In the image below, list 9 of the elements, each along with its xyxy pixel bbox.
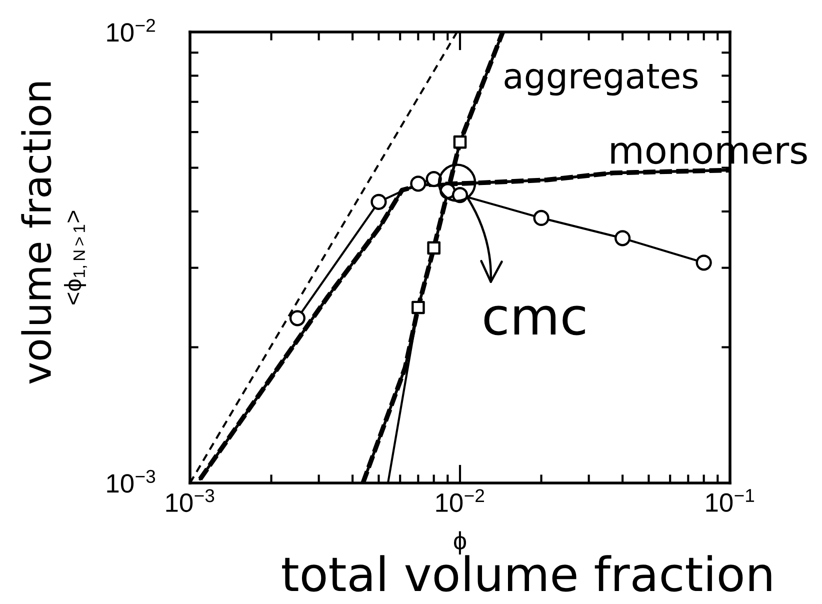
y-axis-title: <ϕ$_{1,N>1}$> <box>64 210 87 304</box>
x-tick-label: 10$^{−2}$ <box>436 489 484 512</box>
text: total volume fraction <box>282 555 772 592</box>
annotation: aggregates <box>504 64 698 96</box>
annotation: cmc <box>484 306 585 336</box>
text: volume fraction <box>21 82 52 384</box>
x-tick-label: 10$^{−3}$ <box>166 489 214 512</box>
x-tick-label: 10$^{−1}$ <box>706 489 754 512</box>
x-axis-title: ϕ <box>454 531 466 555</box>
